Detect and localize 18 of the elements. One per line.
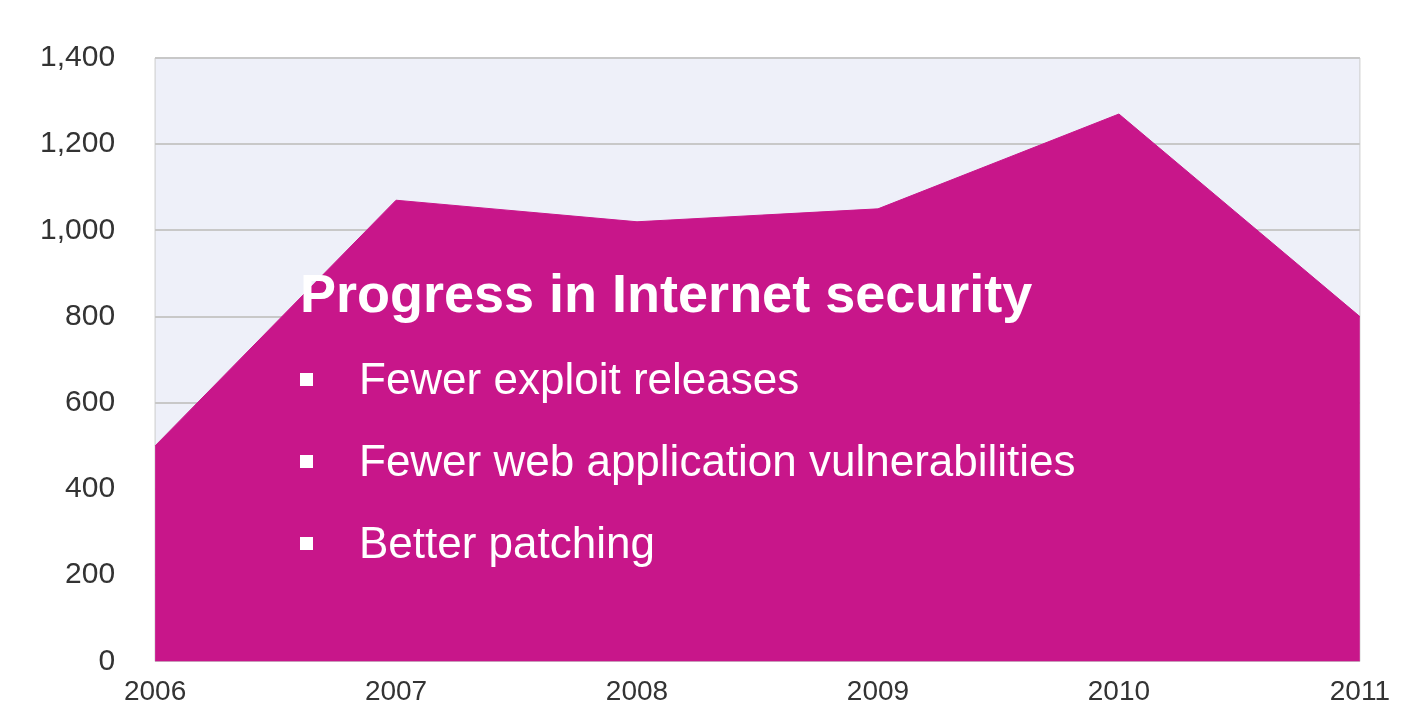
x-tick-label: 2007 bbox=[364, 674, 428, 706]
x-tick-label: 2011 bbox=[1329, 674, 1390, 706]
annotation: Fewer exploit releases bbox=[359, 354, 800, 404]
y-tick-label: 0 bbox=[98, 642, 116, 676]
y-tick-label: 200 bbox=[65, 556, 116, 590]
x-tick-label: 2009 bbox=[846, 674, 910, 706]
y-tick-label: 800 bbox=[65, 297, 116, 331]
x-tick-label: 2006 bbox=[123, 674, 187, 706]
y-tick-label: 600 bbox=[65, 384, 116, 418]
x-tick-label: 2010 bbox=[1087, 674, 1151, 706]
y-tick-label: 1,400 bbox=[40, 39, 116, 73]
x-tick-label: 2008 bbox=[605, 674, 669, 706]
y-tick-label: 1,000 bbox=[40, 211, 116, 245]
annotation: Better patching bbox=[359, 518, 655, 568]
y-tick-label: 1,200 bbox=[40, 125, 116, 159]
y-tick-label: 400 bbox=[65, 470, 116, 504]
annotation: Fewer web application vulnerabilities bbox=[359, 436, 1076, 486]
annotation: Progress in Internet security bbox=[300, 262, 1034, 324]
